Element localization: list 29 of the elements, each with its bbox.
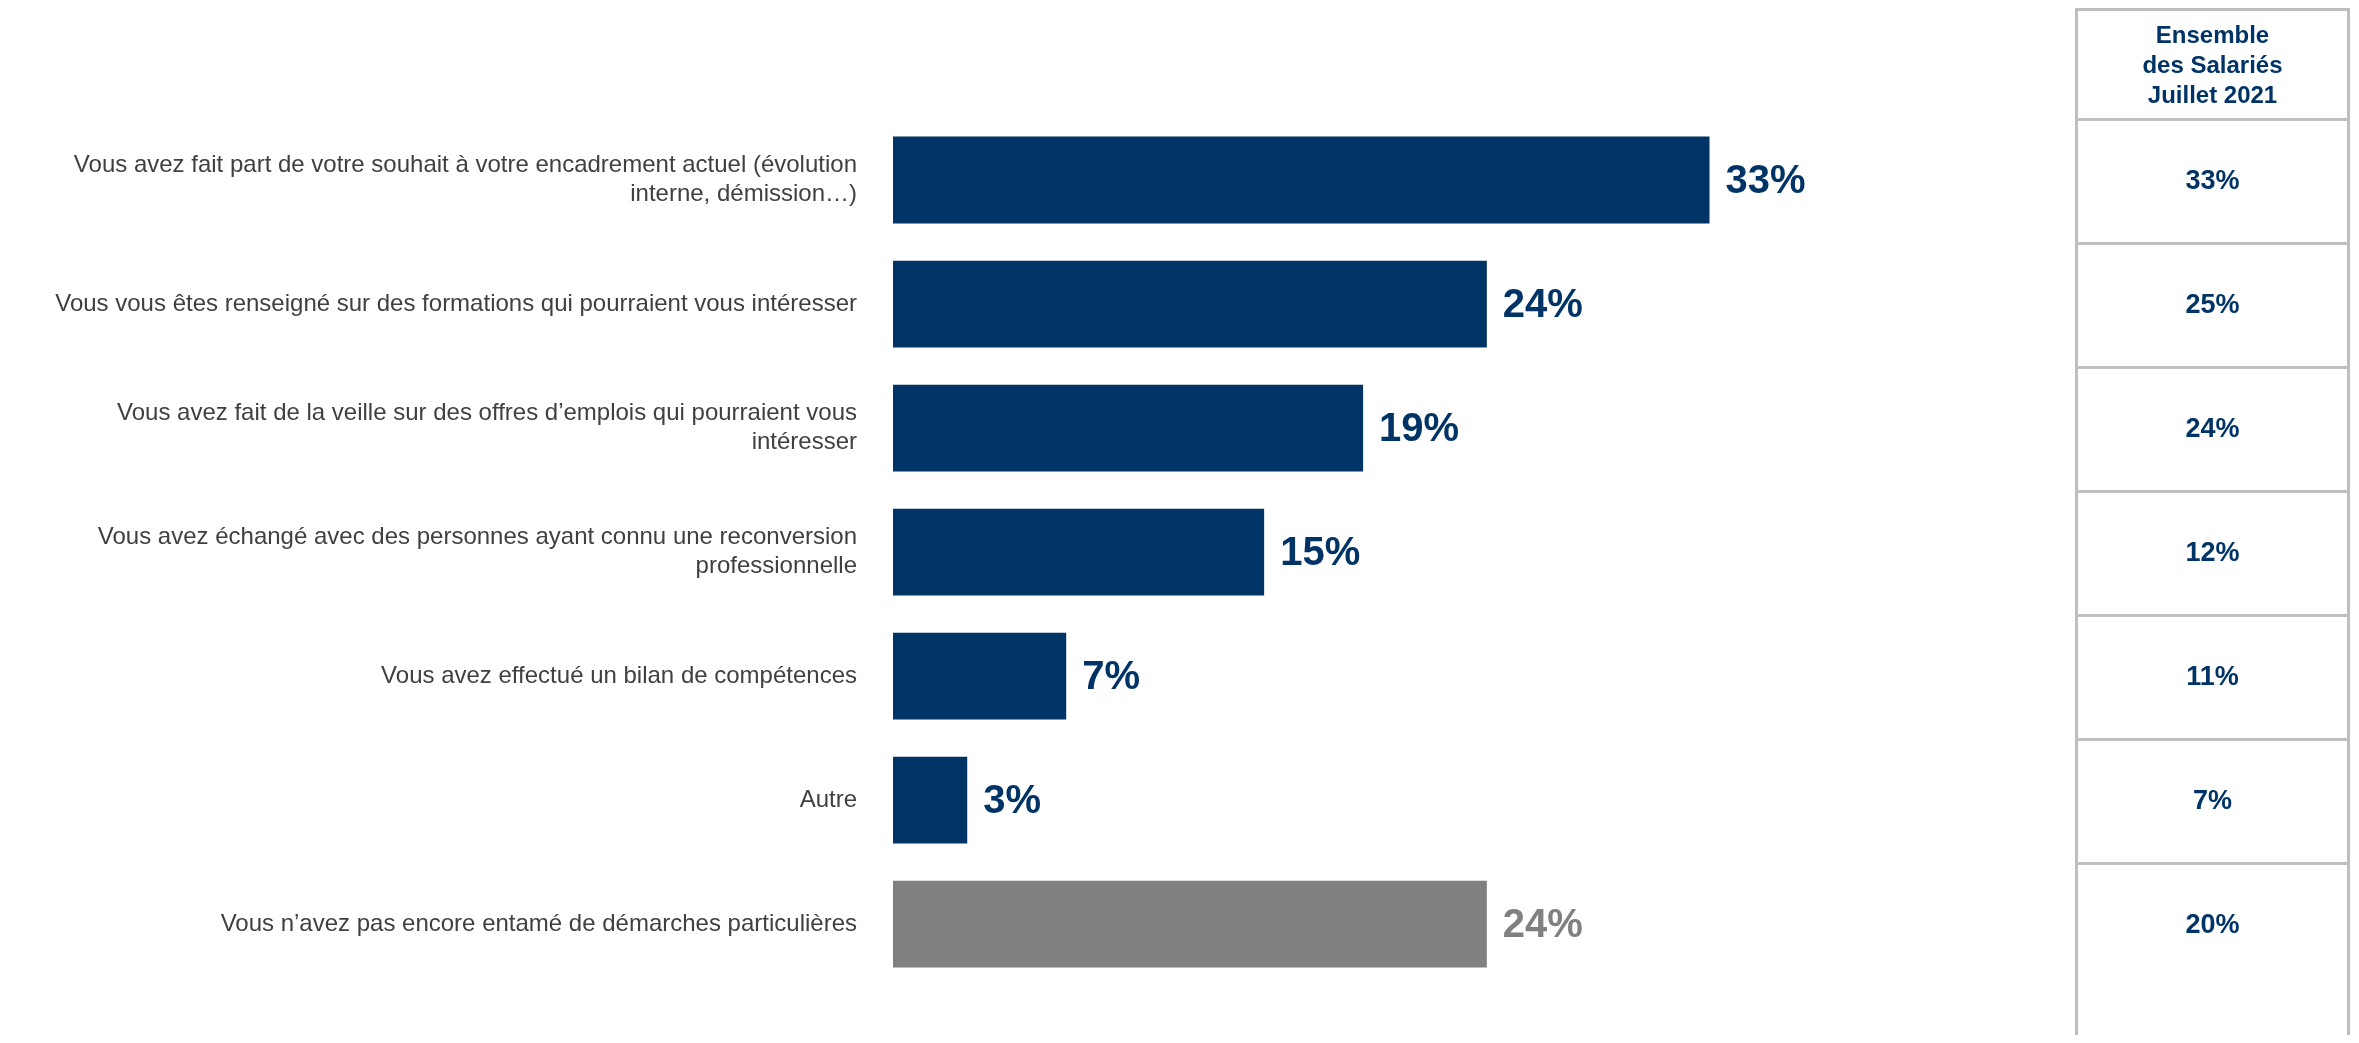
data-label: 33% <box>1725 157 1806 202</box>
data-label: 19% <box>1379 405 1460 450</box>
bar <box>893 880 1487 968</box>
y-tick-label: Vous avez fait de la veille sur des offres d’emplois qui pourraient vous intéresser <box>117 398 858 455</box>
data-label: 24% <box>1502 901 1583 946</box>
bar <box>893 384 1364 472</box>
y-tick-label: Autre <box>799 784 857 812</box>
bar <box>893 756 968 844</box>
data-label: 24% <box>1502 281 1583 326</box>
text: Ensemble des Salariés Juillet 2021 <box>2141 19 2284 110</box>
y-tick-label: Vous avez fait part de votre souhait à votre encadrement actuel (évolution interne, démission…) <box>73 150 857 207</box>
text: 24% <box>2078 366 2347 491</box>
data-label: 15% <box>1280 529 1361 574</box>
text: 33% <box>2078 118 2347 243</box>
text: 7% <box>2078 738 2347 863</box>
y-tick-label: Vous n’avez pas encore entamé de démarches particulières <box>220 908 857 936</box>
text: 12% <box>2078 490 2347 615</box>
bar <box>893 136 1710 224</box>
bar <box>893 260 1487 348</box>
y-tick-label: Vous vous êtes renseigné sur des formations qui pourraient vous intéresser <box>55 288 857 316</box>
text: 11% <box>2078 614 2347 739</box>
y-tick-label: Vous avez effectué un bilan de compétences <box>381 660 857 688</box>
y-tick-label: Vous avez échangé avec des personnes ayant connu une reconversion professionnelle <box>97 522 857 579</box>
text: 20% <box>2078 862 2347 1035</box>
text: 25% <box>2078 242 2347 367</box>
data-label: 3% <box>983 777 1042 822</box>
data-label: 7% <box>1082 653 1141 698</box>
bar <box>893 632 1067 720</box>
bar <box>893 508 1265 596</box>
